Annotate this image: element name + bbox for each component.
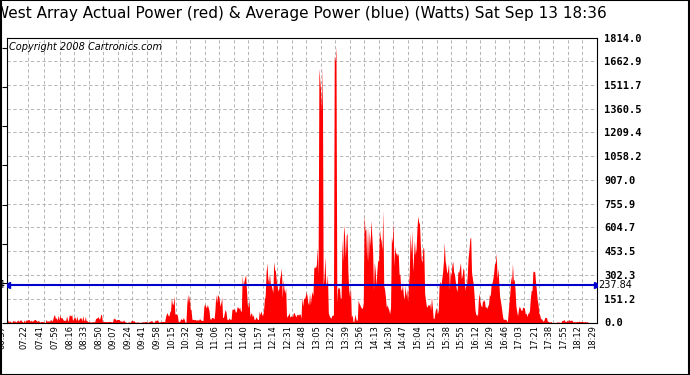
Text: 13:22: 13:22 [326,326,335,349]
Text: 15:55: 15:55 [457,326,466,349]
Text: 07:22: 07:22 [19,326,28,349]
Text: 10:32: 10:32 [181,326,190,349]
Text: 17:03: 17:03 [515,326,524,350]
Text: 16:46: 16:46 [500,326,509,350]
Text: 17:55: 17:55 [559,326,568,349]
Text: 14:30: 14:30 [384,326,393,349]
Text: Copyright 2008 Cartronics.com: Copyright 2008 Cartronics.com [8,42,161,52]
Text: 09:41: 09:41 [138,326,147,349]
Text: 07:59: 07:59 [51,326,60,349]
Text: 10:15: 10:15 [167,326,176,349]
Text: 17:21: 17:21 [530,326,539,349]
Text: 13:39: 13:39 [341,326,350,350]
Text: 15:21: 15:21 [428,326,437,349]
Text: 13:56: 13:56 [355,326,364,350]
Text: 09:58: 09:58 [152,326,161,349]
Text: 11:23: 11:23 [225,326,234,349]
Text: 237.84: 237.84 [0,280,6,290]
Text: 18:12: 18:12 [573,326,582,349]
Text: 08:33: 08:33 [80,326,89,350]
Text: 09:07: 09:07 [109,326,118,349]
Text: 12:31: 12:31 [283,326,292,349]
Text: 13:05: 13:05 [312,326,321,349]
Text: 08:16: 08:16 [66,326,75,350]
Text: 10:49: 10:49 [196,326,205,349]
Text: 15:04: 15:04 [413,326,422,349]
Text: 12:14: 12:14 [268,326,277,349]
Text: 17:38: 17:38 [544,326,553,350]
Text: 12:48: 12:48 [297,326,306,349]
Text: 06:57: 06:57 [0,326,7,350]
Text: 14:47: 14:47 [399,326,408,349]
Text: 14:13: 14:13 [370,326,379,349]
Text: 18:29: 18:29 [588,326,597,349]
Text: 11:06: 11:06 [210,326,219,349]
Text: 15:38: 15:38 [442,326,451,350]
Text: 08:50: 08:50 [95,326,103,349]
Text: 237.84: 237.84 [598,280,633,290]
Text: 16:29: 16:29 [486,326,495,349]
Text: 07:41: 07:41 [35,326,44,349]
Text: 16:12: 16:12 [471,326,480,349]
Text: 11:40: 11:40 [239,326,248,349]
Text: 09:24: 09:24 [124,326,132,349]
Text: West Array Actual Power (red) & Average Power (blue) (Watts) Sat Sep 13 18:36: West Array Actual Power (red) & Average … [0,6,607,21]
Text: 11:57: 11:57 [254,326,263,349]
